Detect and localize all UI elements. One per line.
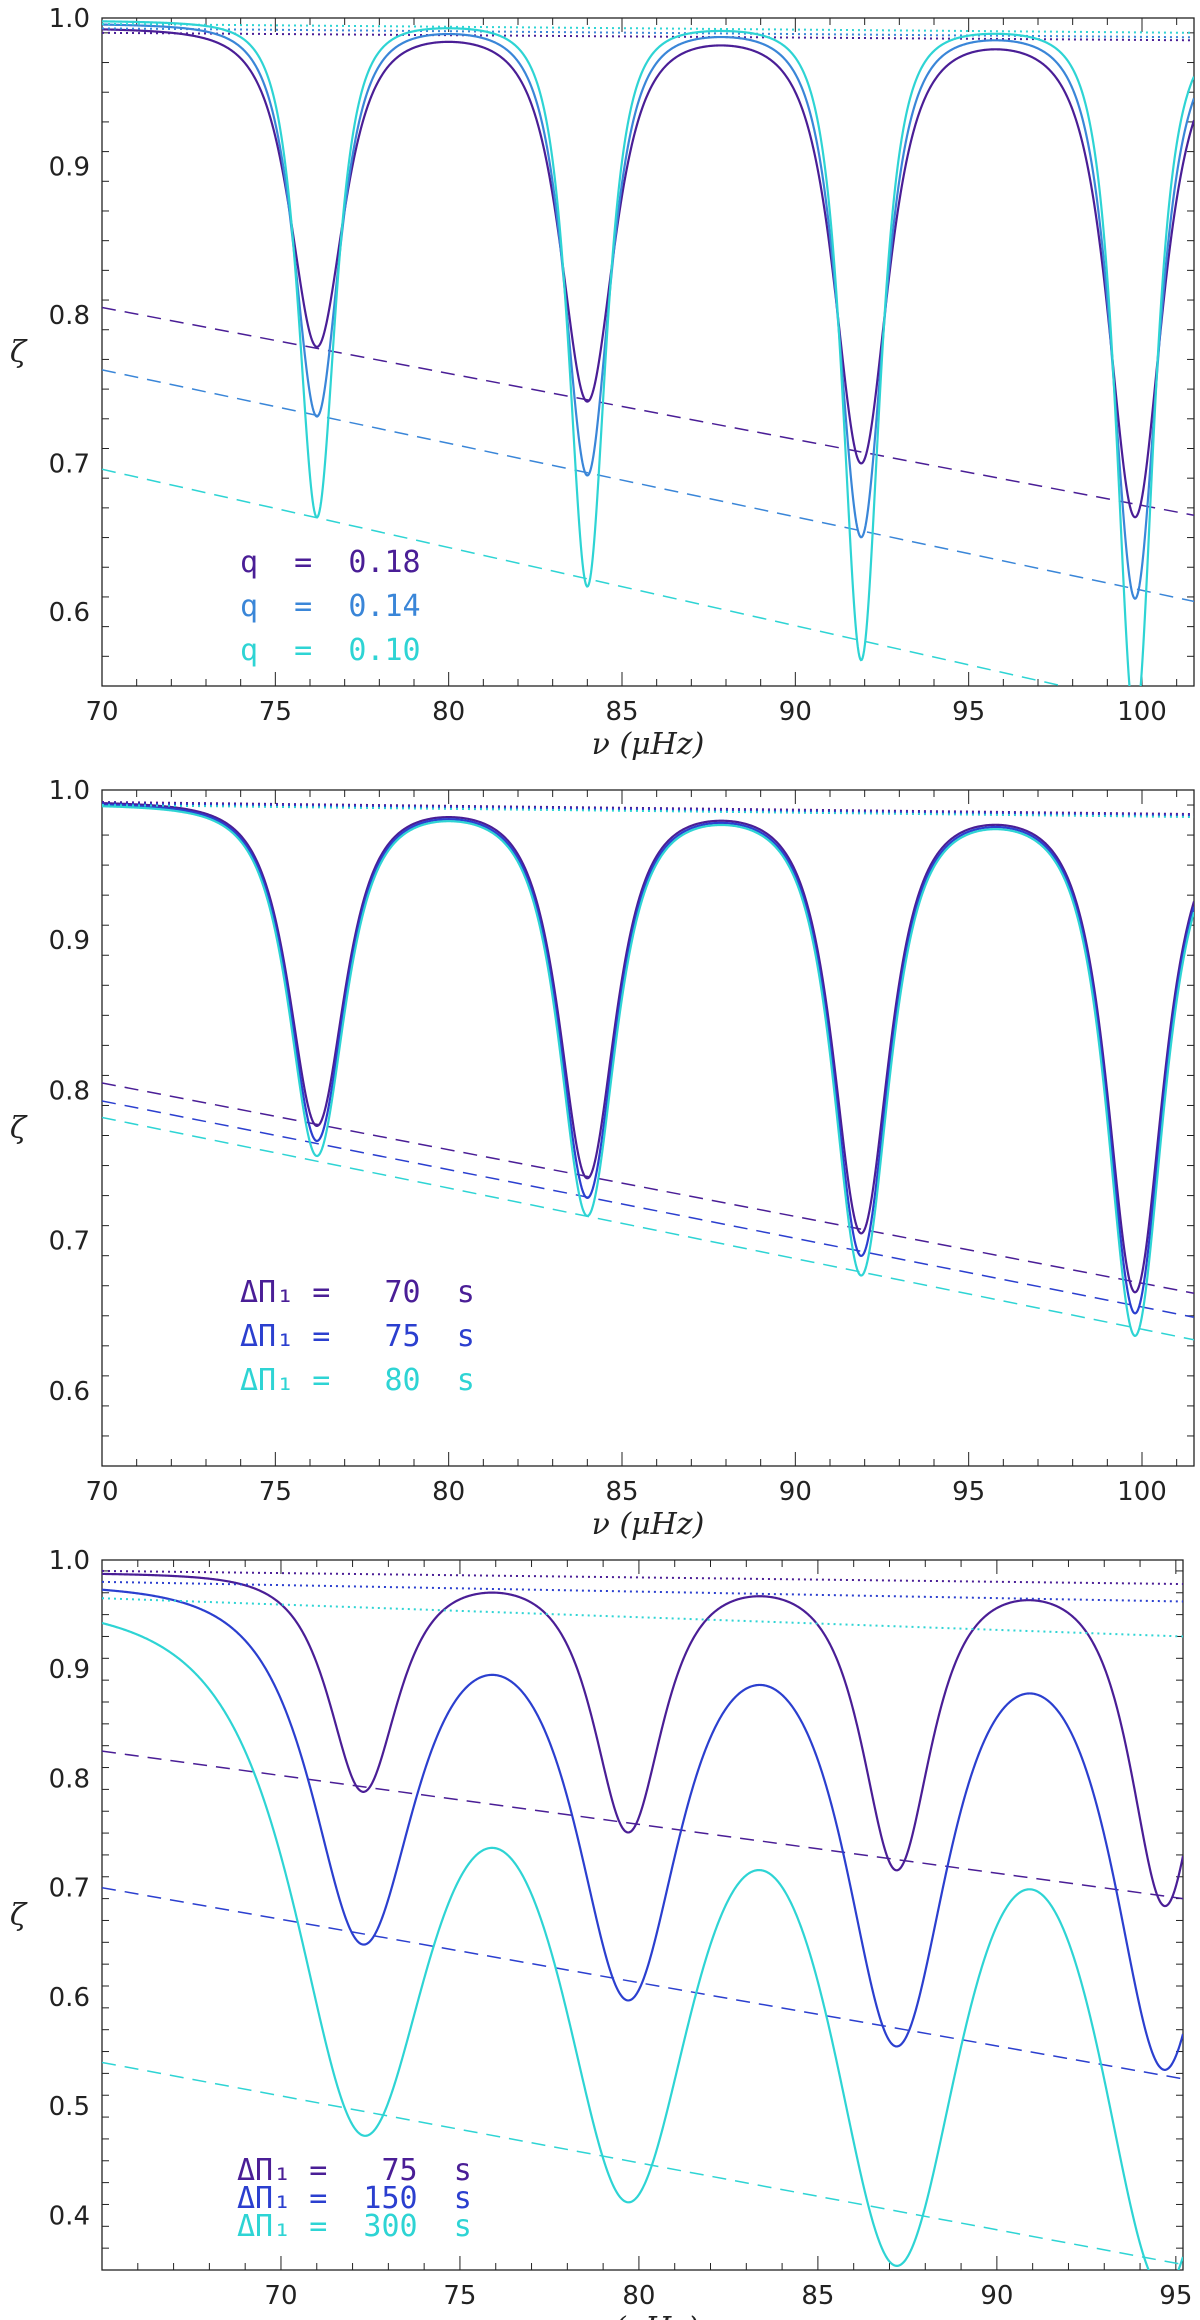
legend-entry: ΔΠ₁ = 70 s [240, 1275, 475, 1310]
panel-middle: 70 75 80 85 90 95 100 0.6 0.7 0.8 0.9 1.0 ν (μHz) ζ ΔΠ… [10, 776, 1195, 1542]
legend-entry: ΔΠ₁ = 300 s [237, 2209, 472, 2244]
series-line-0 [102, 1572, 1183, 1908]
upper-envelope-line [102, 802, 1194, 817]
y-axis-label: ζ [10, 1111, 28, 1146]
series-line-2 [102, 1621, 1183, 2270]
x-tick-label: 95 [1159, 2281, 1192, 2311]
x-tick-label: 80 [622, 2281, 655, 2311]
legend-entry: ΔΠ₁ = 75 s [240, 1319, 475, 1354]
x-tick-label: 85 [605, 1477, 638, 1507]
y-tick-label: 1.0 [49, 776, 90, 806]
lower-envelope-line [102, 468, 1066, 686]
legend-entry: q = 0.14 [240, 589, 421, 624]
y-tick-label: 0.9 [49, 926, 90, 956]
lower-envelope-line [102, 1100, 1194, 1319]
series-line-1 [102, 1588, 1183, 2071]
y-tick-label: 0.6 [49, 1983, 90, 2013]
legend-entry: q = 0.10 [240, 633, 421, 668]
y-tick-label: 0.9 [49, 152, 90, 182]
x-tick-label: 80 [432, 697, 465, 727]
upper-envelope-line [102, 27, 1194, 39]
x-tick-label: 70 [85, 697, 118, 727]
y-tick-label: 0.8 [49, 1076, 90, 1106]
y-tick-label: 0.9 [49, 1655, 90, 1685]
y-tick-label: 0.7 [49, 1227, 90, 1257]
upper-envelope-line [102, 1597, 1183, 1638]
y-tick-label: 0.4 [49, 2201, 90, 2231]
series-line-2 [102, 20, 1194, 686]
y-tick-label: 1.0 [49, 4, 90, 34]
plot-frame [101, 17, 1195, 687]
y-tick-label: 0.8 [49, 1764, 90, 1794]
lower-envelope-line [102, 306, 1194, 517]
plot-area [102, 1569, 1183, 2270]
x-tick-label: 70 [264, 2281, 297, 2311]
upper-envelope-line [102, 31, 1194, 42]
x-tick-label: 80 [432, 1477, 465, 1507]
x-tick-label: 90 [779, 697, 812, 727]
x-tick-label: 75 [259, 697, 292, 727]
x-tick-label: 85 [605, 697, 638, 727]
upper-envelope-line [102, 22, 1194, 34]
x-tick-label: 90 [980, 2281, 1013, 2311]
x-tick-label: 100 [1117, 697, 1167, 727]
legend-entry: ΔΠ₁ = 150 s [237, 2181, 472, 2216]
legend-entry: ΔΠ₁ = 75 s [237, 2153, 472, 2188]
series-line-0 [102, 28, 1194, 519]
lower-envelope-line [102, 1750, 1183, 1900]
x-axis-label: ν (μHz) [592, 1507, 705, 1542]
legend-entry: q = 0.18 [240, 545, 421, 580]
y-tick-label: 0.8 [49, 301, 90, 331]
x-tick-label: 95 [952, 697, 985, 727]
y-tick-label: 0.7 [49, 449, 90, 479]
x-axis-label: ν (μHz) [586, 2311, 699, 2320]
upper-envelope-line [102, 804, 1194, 819]
y-tick-label: 0.6 [49, 598, 90, 628]
x-tick-label: 75 [259, 1477, 292, 1507]
x-tick-label: 75 [443, 2281, 476, 2311]
series-line-2 [102, 805, 1194, 1337]
upper-envelope-line [102, 1580, 1183, 1603]
x-axis-label: ν (μHz) [592, 727, 705, 762]
y-tick-label: 0.6 [49, 1377, 90, 1407]
plot-area [102, 20, 1194, 686]
lower-envelope-line [102, 1116, 1194, 1341]
x-tick-label: 90 [779, 1477, 812, 1507]
legend-entry: ΔΠ₁ = 80 s [240, 1363, 475, 1398]
plot-frame [101, 789, 1195, 1467]
series-line-1 [102, 23, 1194, 600]
upper-envelope-line [102, 1569, 1183, 1586]
x-tick-label: 95 [952, 1477, 985, 1507]
x-tick-label: 85 [801, 2281, 834, 2311]
upper-envelope-line [102, 801, 1194, 816]
y-axis-label: ζ [10, 1898, 28, 1933]
y-tick-label: 0.7 [49, 1874, 90, 1904]
plot-frame [101, 1559, 1184, 2271]
x-tick-label: 100 [1117, 1477, 1167, 1507]
series-line-1 [102, 803, 1194, 1315]
plot-area [102, 801, 1194, 1341]
lower-envelope-line [102, 1082, 1194, 1294]
panel-bottom: 70 75 80 85 90 95 0.4 0.5 0.6 0.7 0.8 0.9 1.0 ν (μHz)… [10, 1546, 1193, 2320]
panel-top: 70 75 80 85 90 95 100 0.6 0.7 0.8 0.9 1.0 ν (μHz) ζ q … [10, 4, 1195, 762]
series-line-0 [102, 802, 1194, 1294]
lower-envelope-line [102, 369, 1194, 603]
y-tick-label: 1.0 [49, 1546, 90, 1576]
y-axis-label: ζ [10, 335, 28, 370]
y-tick-label: 0.5 [49, 2092, 90, 2122]
x-tick-label: 70 [85, 1477, 118, 1507]
